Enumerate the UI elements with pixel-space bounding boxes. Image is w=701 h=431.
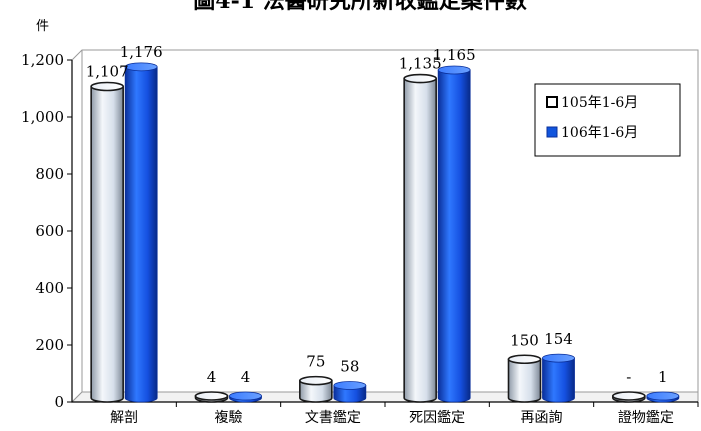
y-tick-label: 1,200: [21, 51, 64, 69]
bar-top: [90, 81, 124, 92]
data-label: 150: [510, 331, 539, 349]
bar-top: [299, 375, 333, 386]
chart-title: 圖4-1 法醫研究所新收鑑定案件數: [193, 0, 526, 14]
y-tick-label: 800: [35, 165, 64, 183]
bar-body: [90, 85, 124, 403]
bar-106-3: [437, 65, 471, 403]
y-tick-label: 400: [35, 279, 64, 297]
x-tick-label: 文書鑑定: [305, 409, 361, 426]
legend-swatch: [546, 126, 558, 138]
data-label: 4: [207, 368, 217, 386]
bar-body: [333, 385, 367, 403]
bar-105-3: [403, 73, 437, 403]
x-tick-label: 證物鑑定: [618, 409, 674, 426]
legend-label: 106年1-6月: [561, 125, 638, 141]
y-tick-label: 600: [35, 222, 64, 240]
bar-top: [612, 391, 646, 401]
bar-105-5: [612, 391, 646, 403]
bar-body: [507, 358, 542, 403]
data-label: 1,107: [86, 63, 129, 81]
data-label: 75: [306, 353, 325, 371]
x-tick-label: 再函詢: [521, 410, 563, 426]
y-tick-label: 200: [35, 336, 64, 354]
data-label: 1,176: [120, 43, 163, 61]
bar-106-0: [124, 62, 158, 403]
bar-body: [542, 357, 575, 403]
x-tick-label: 複驗: [215, 409, 243, 426]
y-tick-label: 0: [54, 393, 64, 411]
bar-top: [646, 391, 680, 401]
bar-105-0: [90, 81, 124, 403]
bar-top: [124, 62, 158, 72]
bar-body: [403, 77, 437, 403]
bar-top: [437, 65, 471, 75]
bar-105-2: [299, 375, 333, 403]
bar-body: [124, 66, 158, 403]
y-axis-label: 件: [36, 19, 49, 34]
bar-106-1: [229, 391, 262, 403]
legend-box: [534, 83, 681, 157]
data-label: -: [626, 368, 631, 386]
bar-105-1: [194, 391, 229, 403]
bar-106-5: [646, 391, 680, 403]
bar-top: [507, 354, 542, 365]
bar-105-4: [507, 354, 542, 403]
bar-top: [403, 73, 437, 84]
x-tick-label: 解剖: [110, 410, 138, 426]
plot-floor: [70, 391, 699, 403]
bar-106-4: [542, 353, 575, 403]
y-tick-label: 1,000: [21, 108, 64, 126]
bar-body: [437, 69, 471, 403]
legend-swatch: [546, 96, 558, 108]
bar-top: [333, 381, 367, 390]
bar-body: [299, 379, 333, 403]
bar-top: [194, 391, 229, 401]
bar-top: [229, 391, 262, 401]
legend-label: 105年1-6月: [561, 95, 638, 111]
bar-106-2: [333, 381, 367, 403]
data-label: 58: [340, 357, 359, 375]
data-label: 154: [544, 330, 573, 348]
x-tick-label: 死因鑑定: [409, 409, 465, 426]
data-label: 1,135: [399, 55, 442, 73]
data-label: 4: [241, 368, 251, 386]
bar-top: [542, 353, 575, 363]
data-label: 1,165: [433, 46, 476, 64]
data-label: 1: [658, 368, 668, 386]
